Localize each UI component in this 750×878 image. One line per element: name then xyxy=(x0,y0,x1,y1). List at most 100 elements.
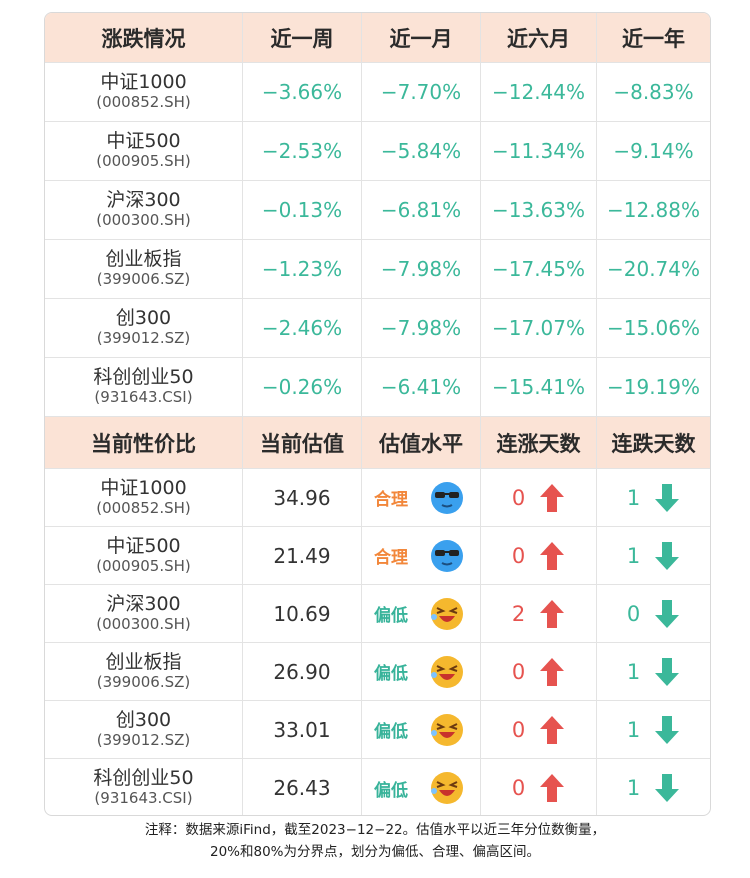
up-days: 0 xyxy=(511,485,526,510)
change-6month: −17.45% xyxy=(481,240,597,299)
valuation-level-cell: 偏低 xyxy=(362,643,481,701)
arrow-down-icon xyxy=(654,657,680,687)
change-1month: −7.98% xyxy=(362,240,481,299)
up-days-cell: 0 xyxy=(481,469,597,527)
change-1year: −12.88% xyxy=(597,181,710,240)
change-1week: −2.53% xyxy=(243,122,362,181)
up-days: 2 xyxy=(511,601,526,626)
valuation-header-row: 当前性价比 当前估值 估值水平 连涨天数 连跌天数 xyxy=(45,417,710,469)
valuation-row: 沪深300 (000300.SH) 10.69 偏低 2 0 xyxy=(45,585,710,643)
index-name: 创300 xyxy=(115,708,172,731)
arrow-down-icon xyxy=(654,715,680,745)
index-name-cell: 中证1000 (000852.SH) xyxy=(45,469,243,527)
arrow-up-icon xyxy=(539,599,565,629)
index-code: (000905.SH) xyxy=(96,556,191,575)
valuation-row: 科创创业50 (931643.CSI) 26.43 偏低 0 1 xyxy=(45,759,710,815)
laughing-face-icon xyxy=(430,655,464,689)
header-down-days: 连跌天数 xyxy=(597,417,710,469)
index-name: 中证500 xyxy=(106,534,181,557)
current-valuation: 10.69 xyxy=(243,585,362,643)
performance-row: 科创创业50 (931643.CSI) −0.26% −6.41% −15.41% −… xyxy=(45,358,710,417)
change-1month: −5.84% xyxy=(362,122,481,181)
arrow-down-icon xyxy=(654,541,680,571)
arrow-down-icon xyxy=(654,773,680,803)
arrow-up-icon xyxy=(539,483,565,513)
up-days-cell: 0 xyxy=(481,701,597,759)
index-name: 沪深300 xyxy=(106,592,181,615)
index-name-cell: 科创创业50 (931643.CSI) xyxy=(45,759,243,815)
cool-face-icon xyxy=(430,481,464,515)
down-days: 1 xyxy=(626,543,641,568)
up-days-cell: 0 xyxy=(481,527,597,585)
up-days: 0 xyxy=(511,717,526,742)
performance-row: 沪深300 (000300.SH) −0.13% −6.81% −13.63% −12… xyxy=(45,181,710,240)
header-1month: 近一月 xyxy=(362,13,481,63)
valuation-level: 偏低 xyxy=(374,664,408,684)
change-1year: −20.74% xyxy=(597,240,710,299)
change-1month: −7.98% xyxy=(362,299,481,358)
change-1year: −9.14% xyxy=(597,122,710,181)
down-days-cell: 1 xyxy=(597,701,710,759)
arrow-down-icon xyxy=(654,483,680,513)
footnote-line-1: 注释：数据来源iFind，截至2023−12−22。估值水平以近三年分位数衡量， xyxy=(144,822,606,838)
footnote-line-2: 20%和80%为分界点，划分为偏低、合理、偏高区间。 xyxy=(209,844,540,860)
change-1week: −3.66% xyxy=(243,63,362,122)
header-value-ratio: 当前性价比 xyxy=(45,417,243,469)
down-days: 1 xyxy=(626,659,641,684)
index-name-cell: 沪深300 (000300.SH) xyxy=(45,585,243,643)
current-valuation: 33.01 xyxy=(243,701,362,759)
valuation-level: 偏低 xyxy=(374,606,408,626)
up-days-cell: 2 xyxy=(481,585,597,643)
change-1year: −19.19% xyxy=(597,358,710,417)
index-name-cell: 沪深300 (000300.SH) xyxy=(45,181,243,240)
arrow-up-icon xyxy=(539,773,565,803)
valuation-level-cell: 偏低 xyxy=(362,701,481,759)
down-days: 0 xyxy=(626,601,641,626)
valuation-level-cell: 合理 xyxy=(362,527,481,585)
down-days-cell: 1 xyxy=(597,759,710,815)
current-valuation: 26.43 xyxy=(243,759,362,815)
index-name: 科创创业50 xyxy=(93,366,194,389)
index-code: (931643.CSI) xyxy=(94,789,193,808)
index-code: (000852.SH) xyxy=(96,498,191,517)
header-6month: 近六月 xyxy=(481,13,597,63)
index-name-cell: 创业板指 (399006.SZ) xyxy=(45,240,243,299)
change-6month: −11.34% xyxy=(481,122,597,181)
index-name-cell: 创业板指 (399006.SZ) xyxy=(45,643,243,701)
cool-face-icon xyxy=(430,539,464,573)
index-code: (000300.SH) xyxy=(96,614,191,633)
valuation-level-cell: 偏低 xyxy=(362,759,481,815)
index-name: 创业板指 xyxy=(105,650,182,673)
change-6month: −13.63% xyxy=(481,181,597,240)
header-1year: 近一年 xyxy=(597,13,710,63)
valuation-level-cell: 合理 xyxy=(362,469,481,527)
change-1year: −15.06% xyxy=(597,299,710,358)
current-valuation: 34.96 xyxy=(243,469,362,527)
arrow-up-icon xyxy=(539,715,565,745)
laughing-face-icon xyxy=(430,713,464,747)
change-1year: −8.83% xyxy=(597,63,710,122)
index-name: 中证1000 xyxy=(100,71,187,94)
performance-row: 创300 (399012.SZ) −2.46% −7.98% −17.07% −15.… xyxy=(45,299,710,358)
valuation-level-cell: 偏低 xyxy=(362,585,481,643)
down-days-cell: 1 xyxy=(597,469,710,527)
laughing-face-icon xyxy=(430,771,464,805)
index-name-cell: 中证500 (000905.SH) xyxy=(45,122,243,181)
index-name-cell: 创300 (399012.SZ) xyxy=(45,299,243,358)
arrow-up-icon xyxy=(539,657,565,687)
header-1week: 近一周 xyxy=(243,13,362,63)
index-code: (399006.SZ) xyxy=(96,270,191,289)
valuation-row: 中证500 (000905.SH) 21.49 合理 0 1 xyxy=(45,527,710,585)
index-name: 科创创业50 xyxy=(93,767,194,790)
index-code: (399006.SZ) xyxy=(96,672,191,691)
valuation-row: 创业板指 (399006.SZ) 26.90 偏低 0 1 xyxy=(45,643,710,701)
index-name: 创业板指 xyxy=(105,248,182,271)
index-name: 沪深300 xyxy=(106,189,181,212)
change-1week: −2.46% xyxy=(243,299,362,358)
up-days: 0 xyxy=(511,659,526,684)
change-1week: −1.23% xyxy=(243,240,362,299)
arrow-up-icon xyxy=(539,541,565,571)
change-6month: −15.41% xyxy=(481,358,597,417)
index-name: 创300 xyxy=(115,307,172,330)
header-valuation-level: 估值水平 xyxy=(362,417,481,469)
